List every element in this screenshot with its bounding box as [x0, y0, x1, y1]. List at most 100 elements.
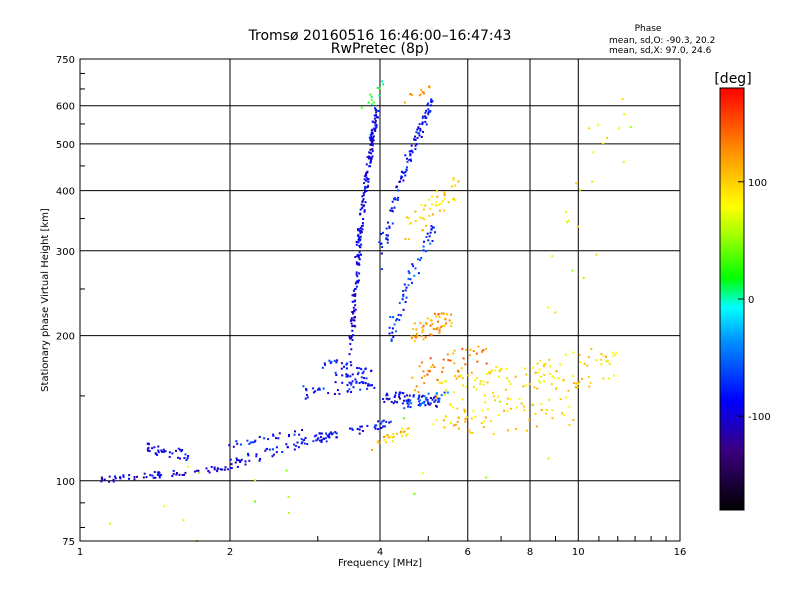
data-point	[377, 420, 380, 423]
data-point	[349, 361, 352, 364]
data-point	[157, 451, 160, 454]
data-point	[613, 374, 615, 377]
data-point	[472, 385, 475, 388]
data-point	[378, 241, 381, 244]
data-point	[372, 135, 375, 138]
data-point	[422, 338, 425, 341]
data-point	[369, 384, 372, 387]
data-point	[425, 116, 428, 119]
data-point	[420, 136, 423, 138]
data-point	[371, 139, 374, 142]
data-point	[133, 478, 136, 481]
data-point	[162, 450, 165, 453]
data-point	[401, 298, 404, 301]
data-point	[172, 472, 175, 475]
data-point	[427, 113, 430, 116]
data-point	[372, 101, 375, 104]
data-point	[361, 372, 364, 375]
data-point	[562, 379, 565, 382]
data-point	[450, 185, 453, 188]
data-point	[429, 397, 432, 399]
data-point	[326, 434, 329, 437]
data-point	[398, 392, 401, 395]
data-point	[364, 382, 367, 385]
data-point	[304, 437, 307, 439]
data-point	[422, 245, 425, 248]
data-point	[361, 224, 364, 227]
data-point	[355, 281, 358, 284]
data-point	[420, 88, 423, 91]
data-point	[180, 450, 183, 453]
data-point	[362, 218, 365, 220]
data-point	[481, 350, 484, 353]
data-point	[396, 185, 398, 188]
data-point	[418, 396, 421, 399]
data-point	[348, 353, 351, 356]
colorbar-tick-label: -100	[748, 412, 771, 423]
data-point	[431, 364, 434, 366]
data-point	[380, 268, 383, 271]
data-point	[409, 158, 412, 161]
data-point	[358, 272, 361, 275]
data-point	[371, 142, 373, 145]
data-point	[417, 126, 420, 129]
data-point	[435, 200, 438, 203]
y-tick-label: 400	[56, 187, 75, 198]
data-point	[122, 475, 125, 478]
y-axis-label: Stationary phase Virtual Height [km]	[40, 208, 51, 392]
data-point	[575, 182, 578, 185]
data-point	[456, 420, 459, 423]
data-point	[380, 242, 383, 245]
data-point	[336, 389, 339, 392]
data-point	[285, 443, 288, 446]
data-point	[452, 179, 455, 182]
data-point	[549, 365, 552, 368]
data-point	[506, 410, 509, 413]
data-point	[360, 253, 362, 256]
data-point	[427, 239, 430, 242]
data-point	[369, 148, 372, 151]
data-point	[411, 263, 414, 266]
data-point	[365, 377, 368, 380]
data-point	[537, 371, 540, 374]
data-point	[355, 243, 358, 246]
data-point	[419, 403, 422, 406]
data-point	[539, 359, 542, 362]
data-point	[351, 339, 354, 341]
data-point	[330, 433, 333, 436]
data-point	[426, 103, 429, 106]
data-point	[427, 369, 430, 372]
data-point	[317, 437, 320, 440]
data-point	[416, 136, 419, 139]
data-point	[272, 433, 274, 436]
data-point	[470, 417, 473, 420]
data-point	[296, 441, 299, 444]
data-point	[442, 366, 445, 369]
y-tick-label: 75	[62, 537, 75, 548]
data-point	[402, 293, 405, 296]
data-point	[423, 382, 426, 385]
data-point	[358, 382, 361, 384]
data-point	[395, 330, 397, 333]
data-point	[303, 439, 306, 441]
data-point	[388, 326, 391, 329]
data-point	[383, 400, 386, 403]
data-point	[275, 451, 278, 454]
data-point	[438, 397, 441, 400]
data-point	[147, 446, 150, 449]
data-point	[408, 400, 411, 403]
data-point	[437, 397, 440, 400]
data-point	[447, 201, 450, 204]
data-point	[568, 424, 571, 426]
data-point	[408, 222, 411, 225]
data-point	[161, 450, 163, 453]
data-point	[506, 403, 509, 405]
data-point	[572, 375, 575, 378]
data-point	[367, 178, 370, 181]
data-point	[576, 386, 579, 389]
data-point	[382, 425, 385, 428]
data-point	[408, 272, 411, 275]
data-point	[385, 237, 388, 240]
data-point	[615, 351, 617, 354]
data-point	[390, 339, 393, 342]
